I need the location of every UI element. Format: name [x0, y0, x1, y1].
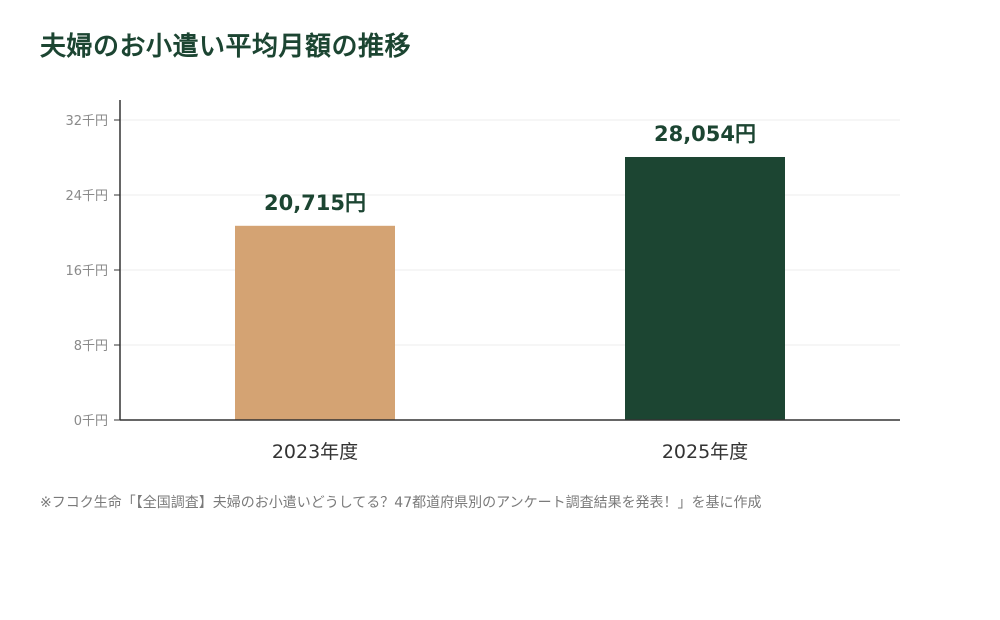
bar-value-label: 20,715円 [264, 191, 366, 215]
source-note: ※フコク生命「【全国調査】夫婦のお小遣いどうしてる？47都道府県別のアンケート調… [40, 495, 762, 511]
labels: 0千円 8千円 16千円 24千円 32千円 20,715円 2023年度 28,054円 20… [65, 114, 756, 463]
bar [235, 225, 395, 420]
axes [114, 100, 900, 421]
y-tick-label: 8千円 [74, 339, 108, 354]
bar-chart: 0千円 8千円 16千円 24千円 32千円 20,715円 2023年度 28,054円 20… [65, 100, 900, 463]
y-tick-label: 24千円 [65, 189, 108, 204]
x-category-label: 2023年度 [272, 441, 358, 463]
y-tick-label: 16千円 [65, 264, 108, 279]
bar-value-label: 28,054円 [654, 122, 756, 146]
bars [235, 156, 785, 420]
chart-title: 夫婦のお小遣い平均月額の推移 [40, 32, 412, 62]
x-category-label: 2025年度 [662, 441, 748, 463]
bar [625, 156, 785, 420]
y-tick-label: 32千円 [65, 114, 108, 129]
y-tick-label: 0千円 [74, 414, 108, 429]
